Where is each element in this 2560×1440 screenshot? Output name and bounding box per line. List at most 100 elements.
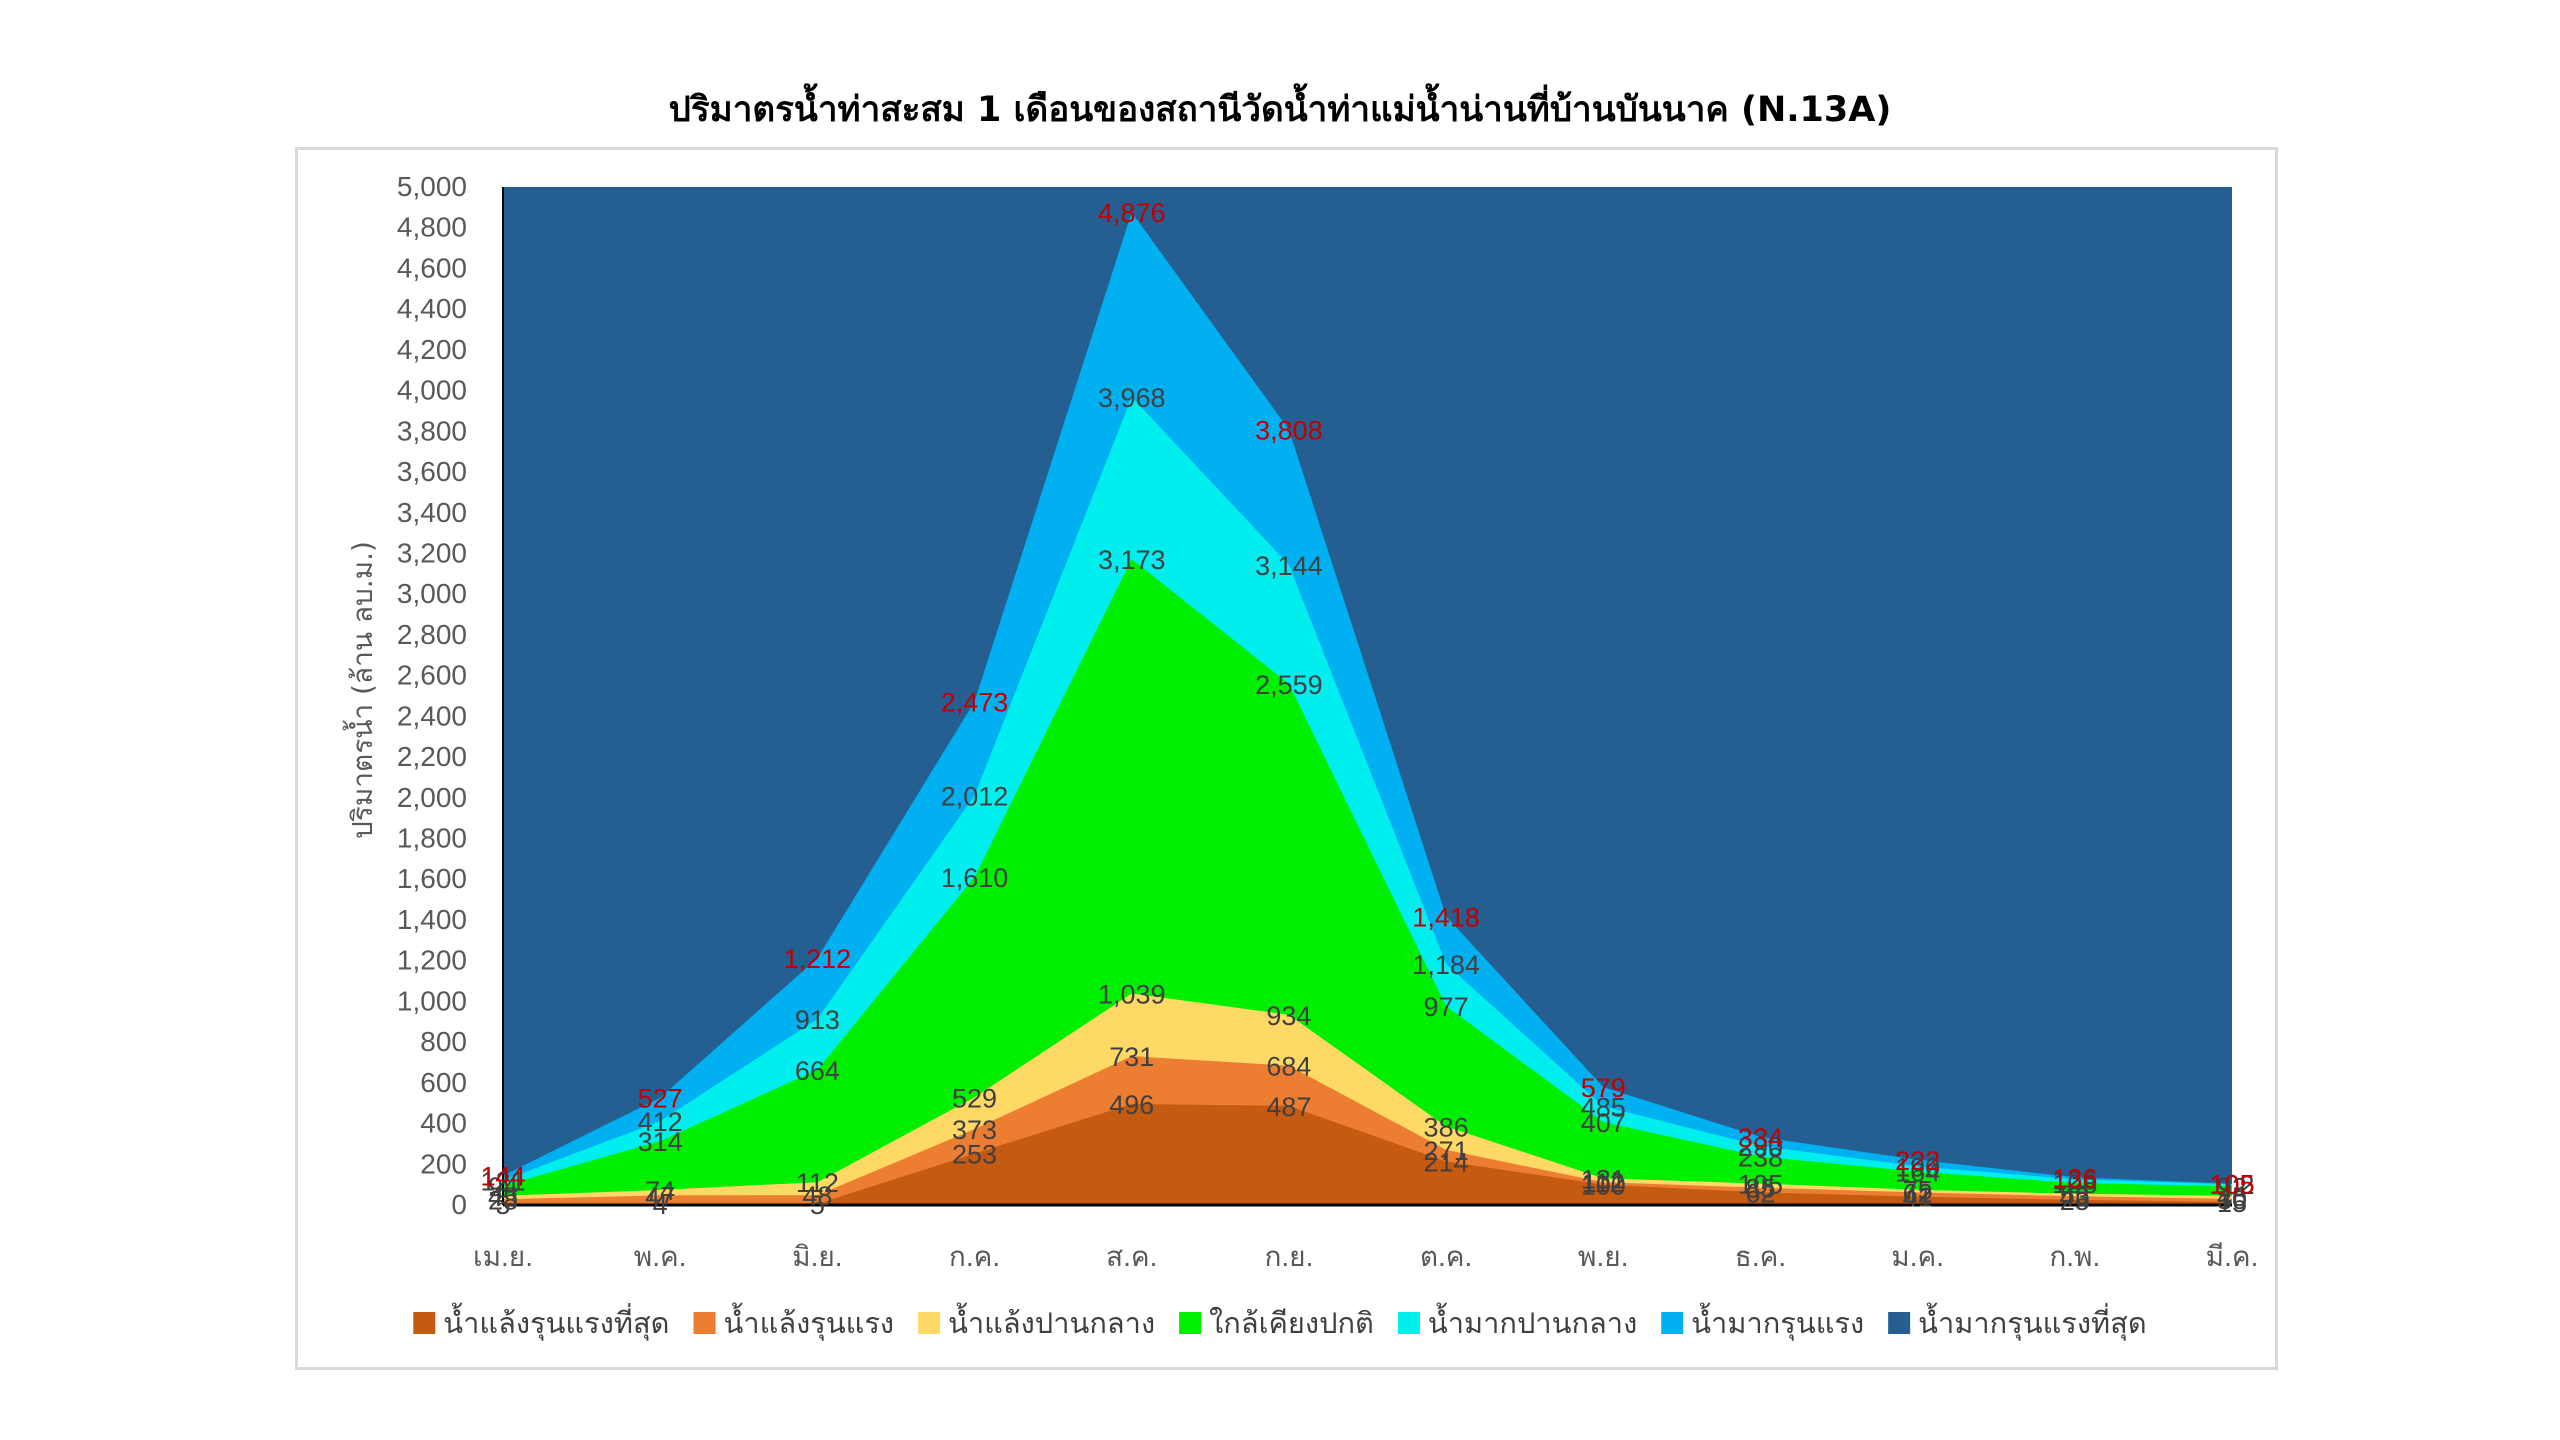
y-tick-label: 4,600 <box>397 252 467 283</box>
data-label: 75 <box>1903 1176 1933 1206</box>
y-tick-label: 4,200 <box>397 334 467 365</box>
data-label: 62 <box>1903 1178 1933 1208</box>
y-tick-label: 2,400 <box>397 700 467 731</box>
data-label: 579 <box>1581 1073 1626 1103</box>
data-label: 85 <box>1745 1174 1775 1204</box>
data-label: 977 <box>1424 992 1469 1022</box>
data-label: 126 <box>2052 1165 2097 1195</box>
y-tick-label: 1,200 <box>397 945 467 976</box>
data-label: 2,012 <box>941 781 1009 811</box>
data-label: 496 <box>1109 1090 1154 1120</box>
data-label: 30 <box>2217 1185 2247 1215</box>
data-label: 121 <box>480 1166 525 1196</box>
data-label: 253 <box>952 1139 997 1169</box>
legend-label: น้ำแล้งปานกลาง <box>948 1302 1155 1340</box>
data-label: 4,876 <box>1098 198 1166 228</box>
data-label: 934 <box>1266 1001 1311 1031</box>
y-tick-label: 0 <box>451 1189 467 1220</box>
x-axis-ticks: เม.ย. พ.ค. มิ.ย. ก.ค. ส.ค. ก.ย. ต.ค. พ.ย. ธ.ค. ม.… <box>473 1241 2258 1272</box>
x-tick-label: พ.ย. <box>1578 1241 1628 1272</box>
data-label: 105 <box>1738 1170 1783 1200</box>
y-tick-label: 200 <box>420 1148 467 1179</box>
y-tick-label: 3,000 <box>397 578 467 609</box>
legend-swatch <box>1397 1312 1420 1334</box>
data-label: 62 <box>1745 1178 1775 1208</box>
data-label: 238 <box>1738 1143 1783 1173</box>
data-label: 271 <box>1424 1136 1469 1166</box>
x-tick-label: พ.ค. <box>634 1241 687 1272</box>
data-label: 47 <box>645 1181 675 1211</box>
legend: น้ำแล้งรุนแรงที่สุด น้ำแล้งรุนแรง น้ำแล้งป… <box>413 1302 2147 1341</box>
data-label: 314 <box>638 1127 683 1157</box>
area-series-4 <box>503 558 2232 1205</box>
legend-label: น้ำแล้งรุนแรงที่สุด <box>443 1302 669 1341</box>
data-label: 1,184 <box>1412 950 1480 980</box>
data-label: 4 <box>653 1190 668 1220</box>
data-label: 164 <box>1895 1158 1940 1188</box>
data-label: 487 <box>1266 1092 1311 1122</box>
data-label: 3,808 <box>1255 416 1323 446</box>
data-label: 222 <box>1895 1146 1940 1176</box>
y-tick-label: 3,600 <box>397 456 467 487</box>
data-label: 2,559 <box>1255 670 1323 700</box>
x-tick-label: ธ.ค. <box>1735 1241 1786 1272</box>
legend-item-3: น้ำแล้งปานกลาง <box>918 1302 1155 1340</box>
y-axis-ticks: 0 200 400 600 800 1,000 1,200 1,400 1,600 1,800 2,… <box>397 171 467 1220</box>
data-label: 1,212 <box>784 944 852 974</box>
x-tick-label: ต.ค. <box>1420 1241 1472 1272</box>
data-label: 144 <box>480 1162 525 1192</box>
data-label: 334 <box>1738 1123 1783 1153</box>
legend-swatch <box>1661 1312 1684 1334</box>
data-label: 74 <box>645 1176 675 1206</box>
legend-item-2: น้ำแล้งรุนแรง <box>693 1302 894 1341</box>
data-label: 41 <box>1903 1183 1933 1213</box>
data-label: 102 <box>2209 1170 2254 1200</box>
data-label: 485 <box>1581 1092 1626 1122</box>
data-label: 664 <box>795 1056 840 1086</box>
data-label: 105 <box>2209 1170 2254 1200</box>
y-tick-label: 4,800 <box>397 212 467 243</box>
y-tick-label: 1,400 <box>397 904 467 935</box>
y-tick-label: 4,000 <box>397 375 467 406</box>
y-tick-label: 400 <box>420 1108 467 1139</box>
data-label: 386 <box>1424 1112 1469 1142</box>
legend-item-1: น้ำแล้งรุนแรงที่สุด <box>413 1302 670 1341</box>
legend-item-6: น้ำมากรุนแรง <box>1661 1302 1864 1341</box>
chart-areas <box>503 187 2232 1205</box>
y-tick-label: 2,000 <box>397 782 467 813</box>
legend-item-4: ใกล้เคียงปกติ <box>1179 1306 1374 1340</box>
data-label: 112 <box>796 1168 839 1198</box>
data-label: 2,473 <box>941 687 1009 717</box>
data-label: 100 <box>1581 1171 1626 1201</box>
legend-swatch <box>918 1312 941 1334</box>
data-label: 527 <box>638 1084 683 1114</box>
legend-item-7: น้ำมากรุนแรงที่สุด <box>1888 1302 2147 1341</box>
data-label: 15 <box>2217 1188 2247 1218</box>
legend-label: น้ำมากรุนแรง <box>1691 1302 1864 1341</box>
data-label: 28 <box>488 1185 518 1215</box>
y-tick-label: 800 <box>420 1026 467 1057</box>
data-label: 684 <box>1266 1052 1311 1082</box>
y-tick-label: 3,400 <box>397 497 467 528</box>
y-tick-label: 600 <box>420 1067 467 1098</box>
data-label: 112 <box>1582 1168 1625 1198</box>
legend-label: น้ำมากปานกลาง <box>1428 1302 1637 1340</box>
y-tick-label: 3,200 <box>397 537 467 568</box>
y-tick-label: 2,800 <box>397 619 467 650</box>
data-label: 214 <box>1424 1147 1469 1177</box>
data-label: 5 <box>495 1190 510 1220</box>
y-tick-label: 3,800 <box>397 415 467 446</box>
data-label: 108 <box>2052 1169 2097 1199</box>
data-label: 25 <box>2060 1186 2090 1216</box>
y-tick-label: 1,600 <box>397 863 467 894</box>
data-label: 94 <box>488 1172 518 1202</box>
data-label: 731 <box>1109 1042 1154 1072</box>
y-tick-label: 2,600 <box>397 660 467 691</box>
data-label: 3,968 <box>1098 383 1166 413</box>
data-label: 190 <box>1895 1152 1940 1182</box>
data-label: 407 <box>1581 1108 1626 1138</box>
x-tick-label: มิ.ย. <box>792 1241 842 1272</box>
x-tick-label: มี.ค. <box>2206 1241 2259 1272</box>
legend-item-5: น้ำมากปานกลาง <box>1397 1302 1637 1340</box>
